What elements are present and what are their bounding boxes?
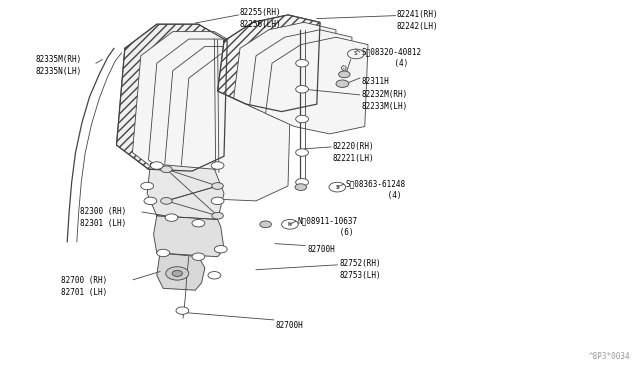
Circle shape	[296, 60, 308, 67]
Circle shape	[161, 198, 172, 204]
Text: 82752(RH)
82753(LH): 82752(RH) 82753(LH)	[339, 259, 381, 280]
Circle shape	[176, 307, 189, 314]
Circle shape	[260, 221, 271, 228]
Text: ⚙: ⚙	[339, 64, 347, 73]
Circle shape	[172, 270, 182, 276]
Circle shape	[212, 183, 223, 189]
Text: 82700H: 82700H	[275, 321, 303, 330]
Text: 82700H: 82700H	[307, 245, 335, 254]
Text: N: N	[288, 222, 292, 227]
Text: 82220(RH)
82221(LH): 82220(RH) 82221(LH)	[333, 142, 374, 163]
Text: ^8P3*0034: ^8P3*0034	[589, 352, 630, 361]
Text: 82311H: 82311H	[362, 77, 389, 86]
Polygon shape	[180, 54, 291, 201]
Circle shape	[336, 80, 349, 87]
Circle shape	[208, 272, 221, 279]
Circle shape	[165, 214, 178, 221]
Polygon shape	[148, 39, 259, 186]
Text: 82232M(RH)
82233M(LH): 82232M(RH) 82233M(LH)	[362, 90, 408, 111]
Circle shape	[211, 162, 224, 169]
Circle shape	[296, 149, 308, 156]
Polygon shape	[154, 216, 224, 257]
Polygon shape	[147, 164, 224, 219]
Circle shape	[141, 182, 154, 190]
Polygon shape	[234, 22, 336, 119]
Circle shape	[339, 71, 350, 78]
Text: S: S	[335, 185, 339, 190]
Circle shape	[296, 115, 308, 123]
Text: S: S	[354, 51, 358, 57]
Circle shape	[211, 197, 224, 205]
Polygon shape	[157, 253, 205, 290]
Circle shape	[144, 197, 157, 205]
Text: S08320-40812
       (4): S08320-40812 (4)	[362, 47, 422, 68]
Circle shape	[296, 86, 308, 93]
Text: 82241(RH)
82242(LH): 82241(RH) 82242(LH)	[397, 10, 438, 31]
Polygon shape	[116, 24, 227, 171]
Text: S08363-61248
         (4): S08363-61248 (4)	[346, 179, 406, 200]
Polygon shape	[132, 32, 243, 179]
Circle shape	[150, 162, 163, 169]
Polygon shape	[266, 37, 368, 134]
Circle shape	[296, 179, 308, 186]
Circle shape	[192, 219, 205, 227]
Circle shape	[295, 184, 307, 190]
Polygon shape	[218, 15, 320, 112]
Text: 82255(RH)
82256(LH): 82255(RH) 82256(LH)	[240, 8, 282, 29]
Circle shape	[166, 267, 189, 280]
Circle shape	[212, 212, 223, 219]
Circle shape	[214, 246, 227, 253]
Text: N08911-10637
         (6): N08911-10637 (6)	[298, 217, 358, 237]
Polygon shape	[250, 30, 352, 126]
Polygon shape	[164, 46, 275, 193]
Circle shape	[161, 166, 172, 173]
Text: 82700 (RH)
82701 (LH): 82700 (RH) 82701 (LH)	[61, 276, 107, 297]
Circle shape	[157, 249, 170, 257]
Circle shape	[192, 253, 205, 260]
Text: 82335M(RH)
82335N(LH): 82335M(RH) 82335N(LH)	[35, 55, 81, 76]
Text: 82300 (RH)
82301 (LH): 82300 (RH) 82301 (LH)	[80, 207, 126, 228]
